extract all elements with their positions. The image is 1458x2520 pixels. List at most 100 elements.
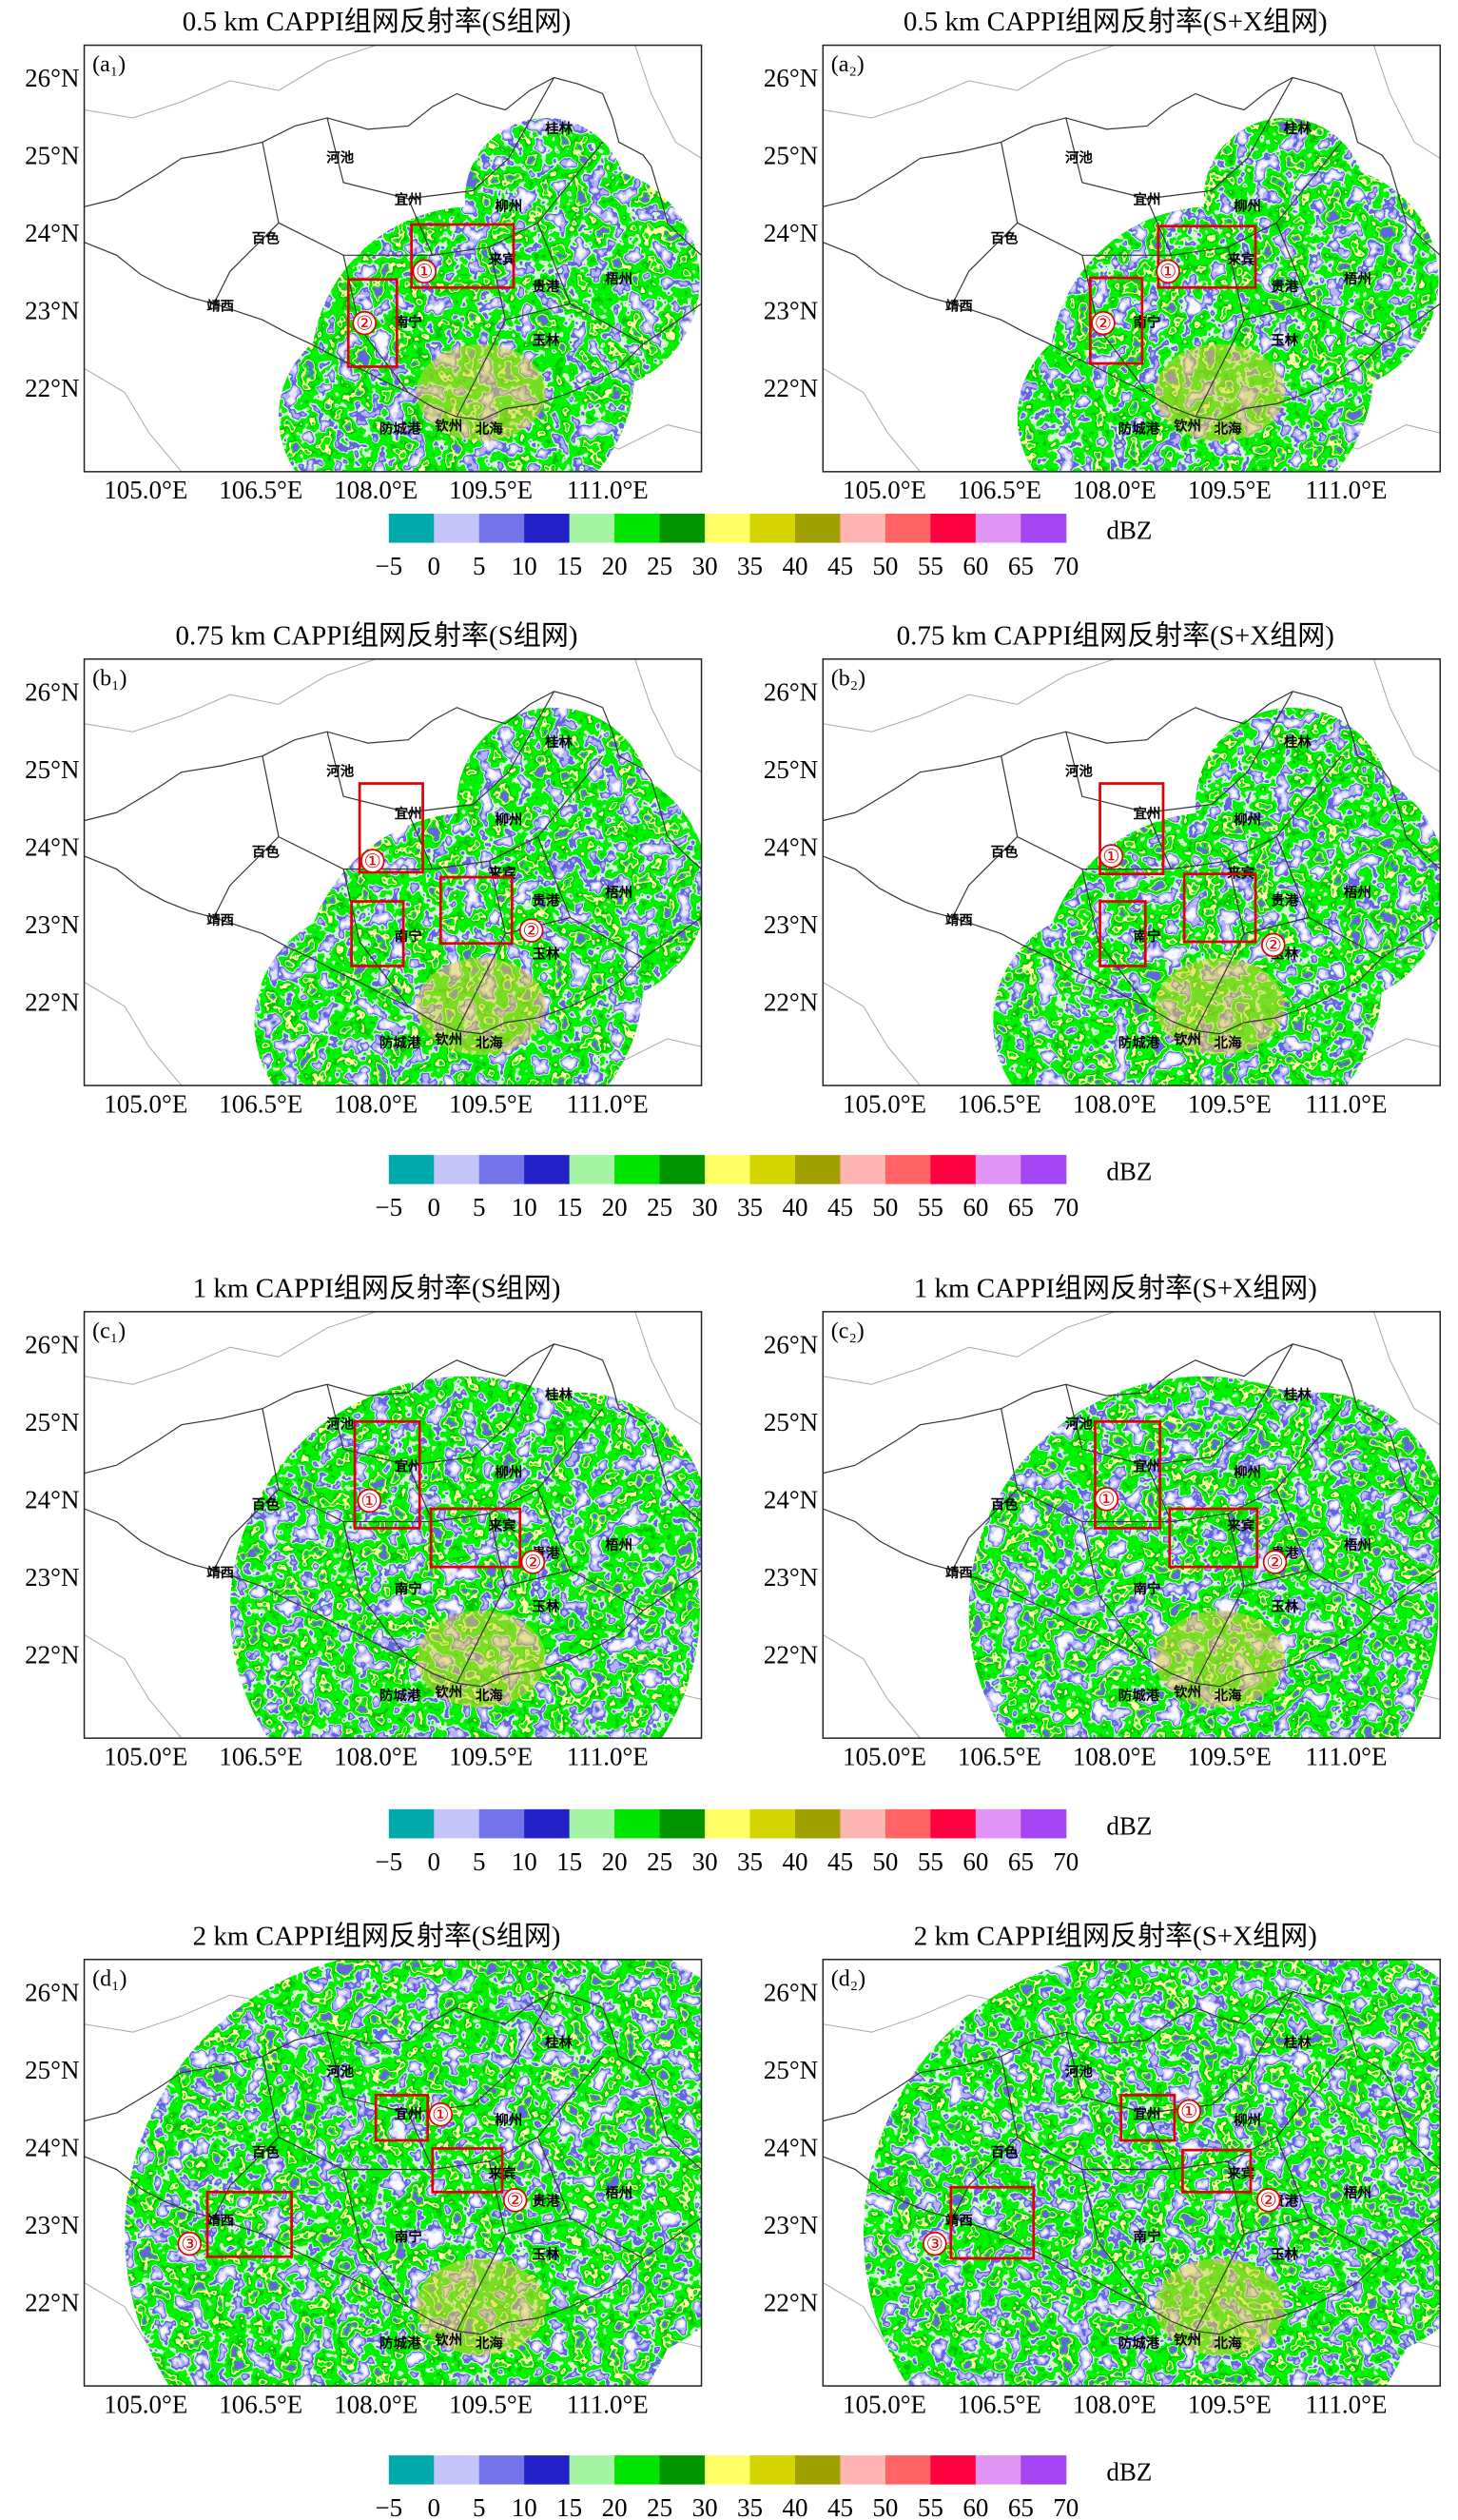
highlight-box <box>429 1507 522 1569</box>
city-name: 宜州 <box>1134 2105 1161 2122</box>
city-name: 柳州 <box>1234 1464 1261 1481</box>
highlight-box <box>205 2190 293 2258</box>
x-tick-label: 106.5°E <box>219 1742 302 1770</box>
city-name: 贵港 <box>533 892 560 909</box>
colorbar: −5 0 5 10 15 20 25 30 35 40 45 50 55 60 65 70 dBZ <box>375 513 1152 580</box>
colorbar-label: 60 <box>962 552 988 580</box>
panel-title: 2 km CAPPI组网反射率(S组网) <box>193 1920 561 1951</box>
colorbar-swatch <box>478 2455 525 2485</box>
highlight-box <box>949 2185 1036 2260</box>
marker-label: ② <box>1265 933 1282 956</box>
highlight-box <box>1157 225 1257 289</box>
city-name: 北海 <box>476 2334 503 2352</box>
city-name: 桂林 <box>544 2034 573 2051</box>
highlight-box <box>1094 1419 1161 1530</box>
colorbar-label: 20 <box>602 1847 628 1876</box>
y-tick-label: 24°N <box>764 2133 818 2161</box>
highlight-box <box>358 782 424 874</box>
colorbar-label: 65 <box>1008 2493 1034 2520</box>
marker-ring <box>1262 1550 1288 1574</box>
map-frame <box>822 1311 1442 1739</box>
colorbar-label: 50 <box>872 1847 898 1876</box>
colorbar-unit: dBZ <box>1106 1811 1152 1840</box>
colorbar-swatch <box>930 1808 977 1839</box>
city-name: 柳州 <box>1234 197 1261 214</box>
marker-label: ② <box>1095 311 1112 334</box>
panel-label: (d₁) <box>92 1966 126 1991</box>
y-tick-label: 24°N <box>764 1485 818 1514</box>
city-name: 百色 <box>991 229 1019 246</box>
echo-core <box>1155 343 1285 441</box>
colorbar-swatch <box>840 513 886 543</box>
x-tick-label: 108.0°E <box>1073 1742 1157 1770</box>
city-name: 宜州 <box>395 805 422 822</box>
colorbar-label: 60 <box>962 2493 988 2520</box>
x-tick-label: 109.5°E <box>1188 1089 1272 1118</box>
radar-echo <box>125 1959 702 2387</box>
colorbar-label: 40 <box>782 2493 807 2520</box>
city-name: 贵港 <box>533 2192 560 2209</box>
x-tick-label: 108.0°E <box>334 2390 418 2418</box>
colorbar-label: 55 <box>918 2493 943 2520</box>
colorbar-swatch <box>975 1808 1021 1839</box>
y-tick-label: 25°N <box>25 755 79 784</box>
colorbar-label: 10 <box>512 2493 537 2520</box>
city-name: 钦州 <box>435 2332 462 2349</box>
city-name: 南宁 <box>1134 2228 1161 2245</box>
colorbar-label: 40 <box>782 1193 807 1221</box>
y-tick-label: 24°N <box>25 832 79 861</box>
echo-core <box>1155 1610 1285 1708</box>
marker-label: ③ <box>926 2232 943 2255</box>
colorbar-label: 5 <box>473 2493 486 2520</box>
y-tick-label: 22°N <box>764 987 818 1016</box>
highlight-box <box>1098 782 1165 876</box>
marker-label: ① <box>1180 2100 1197 2122</box>
panel-title: 0.5 km CAPPI组网反射率(S+X组网) <box>904 6 1328 37</box>
highlight-box <box>1119 2094 1176 2142</box>
colorbar-swatch <box>659 1808 706 1839</box>
colorbar-label: 35 <box>737 1193 763 1221</box>
echo-core <box>1155 2257 1285 2355</box>
city-name: 桂林 <box>1283 1386 1312 1403</box>
x-tick-label: 109.5°E <box>449 1089 533 1118</box>
city-name: 南宁 <box>1134 1580 1161 1597</box>
marker-label: ② <box>507 2189 524 2212</box>
marker-ring <box>520 1550 546 1574</box>
colorbar-swatch <box>840 1155 886 1184</box>
y-tick-label: 23°N <box>25 2211 79 2239</box>
city-name: 梧州 <box>1344 1536 1371 1553</box>
city-name: 防城港 <box>379 1687 421 1704</box>
city-name: 来宾 <box>1226 250 1254 267</box>
x-tick-label: 105.0°E <box>104 1742 187 1770</box>
y-tick-label: 22°N <box>764 1640 818 1669</box>
colorbar-swatch <box>749 513 796 543</box>
city-name: 靖西 <box>945 298 973 315</box>
city-name: 防城港 <box>1118 1687 1160 1704</box>
colorbar-swatch <box>388 1155 435 1184</box>
x-tick-label: 108.0°E <box>334 1742 418 1770</box>
colorbar-label: 20 <box>602 2493 628 2520</box>
colorbar-swatch <box>749 1155 796 1184</box>
colorbar-swatch <box>524 1808 571 1839</box>
y-tick-label: 25°N <box>764 755 818 784</box>
highlight-box <box>431 2147 504 2194</box>
marker-label: ① <box>364 850 381 872</box>
city-name: 玉林 <box>533 2246 560 2263</box>
city-name: 贵港 <box>533 278 560 295</box>
colorbar-label: 55 <box>918 552 943 580</box>
x-tick-label: 111.0°E <box>1305 2390 1387 2418</box>
y-tick-label: 26°N <box>764 677 818 706</box>
colorbar-swatch <box>388 513 435 543</box>
colorbar-label: 0 <box>428 1847 441 1876</box>
colorbar-label: −5 <box>375 1847 402 1876</box>
city-name: 玉林 <box>1271 1598 1298 1615</box>
colorbar-swatch <box>1021 1155 1067 1184</box>
colorbar-swatch <box>975 1155 1021 1184</box>
city-name: 防城港 <box>379 2334 421 2352</box>
echo-core <box>416 343 547 441</box>
